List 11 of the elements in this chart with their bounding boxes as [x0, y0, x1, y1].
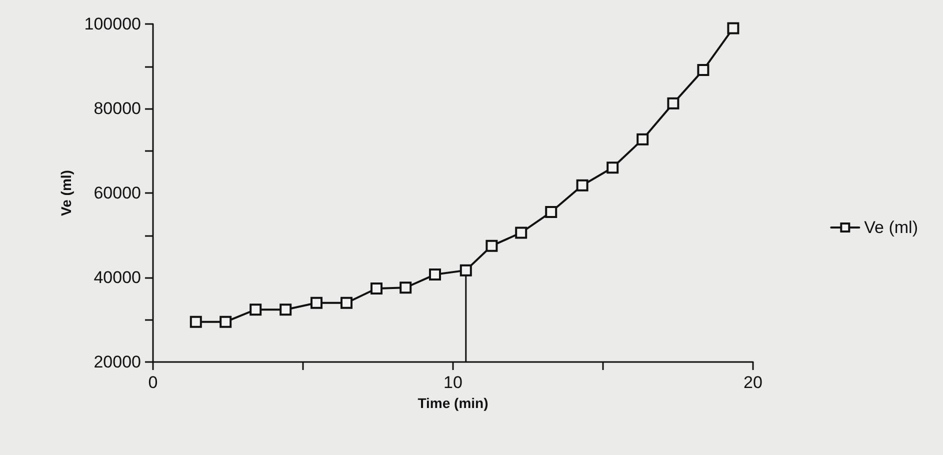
- y-tick-label: 80000: [94, 99, 141, 118]
- legend-label: Ve (ml): [864, 218, 918, 237]
- y-tick-label: 20000: [94, 352, 141, 372]
- y-axis-title: Ve (ml): [58, 170, 74, 216]
- x-tick-label: 0: [148, 373, 158, 392]
- x-axis-title: Time (min): [418, 394, 488, 411]
- y-tick-label: 100000: [84, 14, 141, 34]
- y-tick-label: 60000: [94, 184, 141, 202]
- y-tick-label: 40000: [94, 268, 141, 287]
- x-tick-label: 20: [744, 373, 762, 392]
- x-tick-label: 10: [444, 373, 462, 392]
